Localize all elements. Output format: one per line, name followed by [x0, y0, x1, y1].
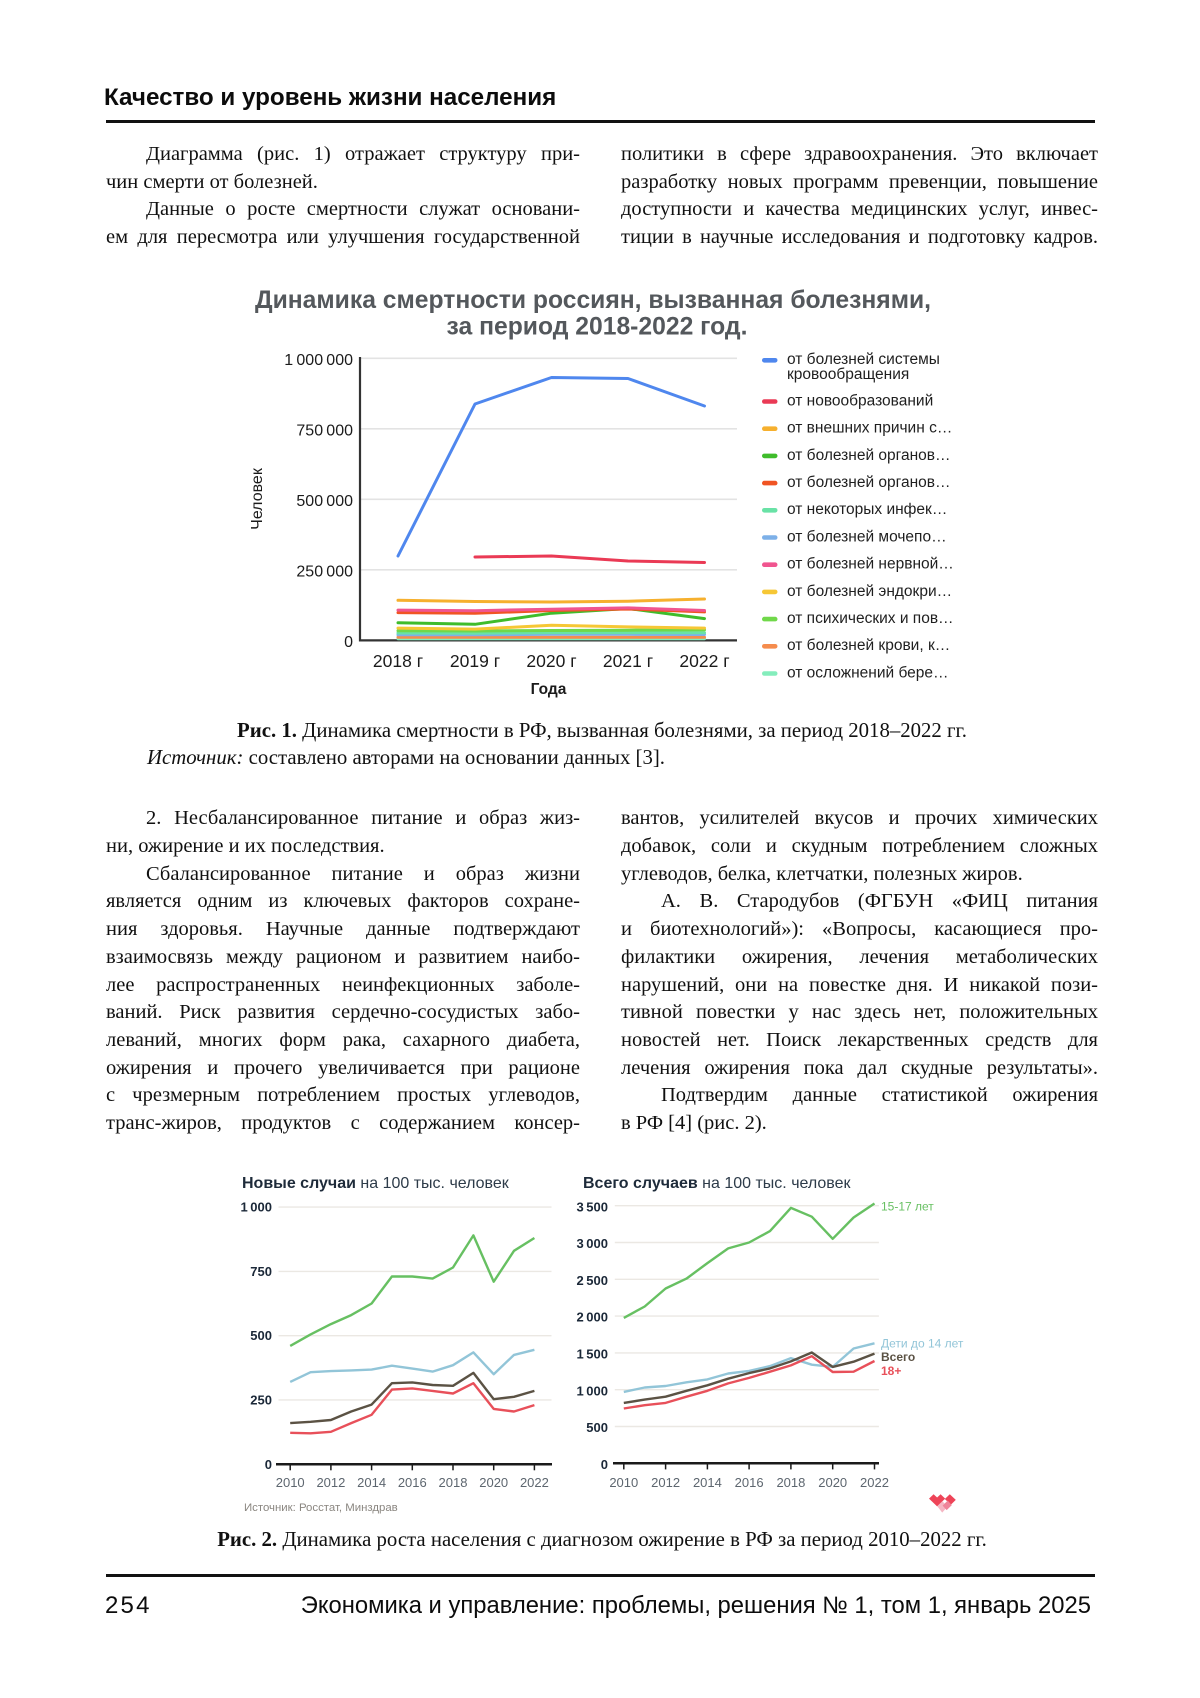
svg-text:от болезней эндокри…: от болезней эндокри…	[787, 583, 952, 600]
svg-text:от болезней нервной…: от болезней нервной…	[787, 556, 954, 573]
svg-text:3 500: 3 500	[576, 1199, 608, 1214]
svg-text:Источник: Росстат, Минздрав: Источник: Росстат, Минздрав	[244, 1502, 398, 1514]
svg-text:от некоторых инфек…: от некоторых инфек…	[787, 501, 947, 518]
svg-text:2012: 2012	[316, 1475, 345, 1490]
svg-text:кровообращения: кровообращения	[787, 366, 909, 383]
svg-text:2020 г: 2020 г	[526, 651, 576, 671]
svg-text:750: 750	[250, 1264, 272, 1279]
svg-text:Новые случаи на 100 тыс. челов: Новые случаи на 100 тыс. человек	[242, 1175, 510, 1192]
svg-text:от болезней органов…: от болезней органов…	[787, 474, 951, 491]
svg-text:0: 0	[344, 634, 353, 651]
svg-text:Дети до 14 лет: Дети до 14 лет	[881, 1337, 964, 1351]
svg-text:2022: 2022	[520, 1475, 549, 1490]
svg-text:Всего: Всего	[881, 1350, 915, 1364]
svg-text:2014: 2014	[693, 1475, 722, 1490]
svg-text:2018: 2018	[776, 1475, 805, 1490]
svg-text:Года: Года	[531, 681, 567, 698]
svg-text:2014: 2014	[357, 1475, 386, 1490]
svg-text:1 000: 1 000	[576, 1383, 608, 1398]
svg-text:от новообразований: от новообразований	[787, 392, 933, 409]
svg-text:2022 г: 2022 г	[679, 651, 729, 671]
svg-text:от психических и пов…: от психических и пов…	[787, 610, 954, 627]
svg-text:0: 0	[601, 1457, 608, 1472]
svg-text:1 000 000: 1 000 000	[284, 352, 353, 369]
svg-text:15-17 лет: 15-17 лет	[881, 1200, 934, 1214]
svg-text:2 500: 2 500	[576, 1273, 608, 1288]
svg-text:2010: 2010	[276, 1475, 305, 1490]
svg-text:от болезней крови, к…: от болезней крови, к…	[787, 637, 950, 654]
svg-text:250 000: 250 000	[296, 563, 353, 580]
svg-text:500: 500	[250, 1328, 272, 1343]
svg-text:500: 500	[586, 1420, 608, 1435]
svg-text:18+: 18+	[881, 1364, 901, 1378]
svg-text:2018: 2018	[439, 1475, 468, 1490]
svg-text:2010: 2010	[609, 1475, 638, 1490]
svg-text:от болезней мочепо…: от болезней мочепо…	[787, 528, 947, 545]
svg-text:Динамика смертности россиян, в: Динамика смертности россиян, вызванная б…	[255, 287, 931, 314]
svg-text:2020: 2020	[818, 1475, 847, 1490]
svg-text:от внешних причин с…: от внешних причин с…	[787, 420, 952, 437]
svg-text:0: 0	[265, 1457, 272, 1472]
svg-text:2021 г: 2021 г	[603, 651, 653, 671]
svg-text:за период 2018-2022 год.: за период 2018-2022 год.	[447, 314, 748, 341]
svg-text:750 000: 750 000	[296, 422, 353, 439]
svg-text:Всего случаев на 100 тыс. чело: Всего случаев на 100 тыс. человек	[583, 1175, 852, 1192]
svg-text:2018 г: 2018 г	[373, 651, 423, 671]
svg-text:3 000: 3 000	[576, 1236, 608, 1251]
svg-text:Человек: Человек	[249, 467, 266, 530]
svg-text:2 000: 2 000	[576, 1310, 608, 1325]
svg-text:500 000: 500 000	[296, 493, 353, 510]
svg-text:1 500: 1 500	[576, 1347, 608, 1362]
svg-text:2016: 2016	[398, 1475, 427, 1490]
svg-text:от осложнений бере…: от осложнений бере…	[787, 664, 949, 681]
svg-text:2020: 2020	[479, 1475, 508, 1490]
svg-text:от болезней органов…: от болезней органов…	[787, 447, 951, 464]
svg-text:от болезней системы: от болезней системы	[787, 351, 940, 368]
svg-text:250: 250	[250, 1393, 272, 1408]
svg-text:2019 г: 2019 г	[450, 651, 500, 671]
svg-text:1 000: 1 000	[240, 1200, 272, 1215]
svg-text:2022: 2022	[860, 1475, 889, 1490]
svg-text:2016: 2016	[735, 1475, 764, 1490]
svg-text:2012: 2012	[651, 1475, 680, 1490]
